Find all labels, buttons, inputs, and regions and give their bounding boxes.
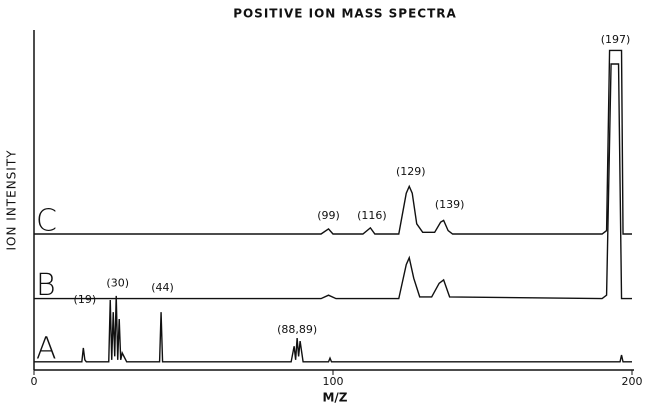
peak-label: (19) <box>74 293 97 306</box>
peak-label: (99) <box>317 209 340 222</box>
chart-title: POSITIVE ION MASS SPECTRA <box>233 7 457 21</box>
peak-label: (197) <box>601 33 631 46</box>
x-tick-label: 0 <box>31 375 38 388</box>
series-label: B <box>36 268 56 303</box>
peak-label: (88,89) <box>277 323 317 336</box>
peak-label: (116) <box>357 209 387 222</box>
spectrum-line <box>34 295 632 363</box>
x-axis-label: M/Z <box>322 391 347 405</box>
peak-label: (30) <box>106 276 129 289</box>
y-axis-label: ION INTENSITY <box>5 150 19 251</box>
spectrum-line <box>34 49 632 235</box>
spectrum-line <box>34 63 632 300</box>
peak-label: (44) <box>151 281 174 294</box>
series-label: C <box>36 204 57 239</box>
x-tick-label: 100 <box>323 375 344 388</box>
series-label: A <box>36 331 57 366</box>
x-tick-label: 200 <box>622 375 643 388</box>
peak-label: (129) <box>396 165 426 178</box>
peak-label: (139) <box>435 198 465 211</box>
